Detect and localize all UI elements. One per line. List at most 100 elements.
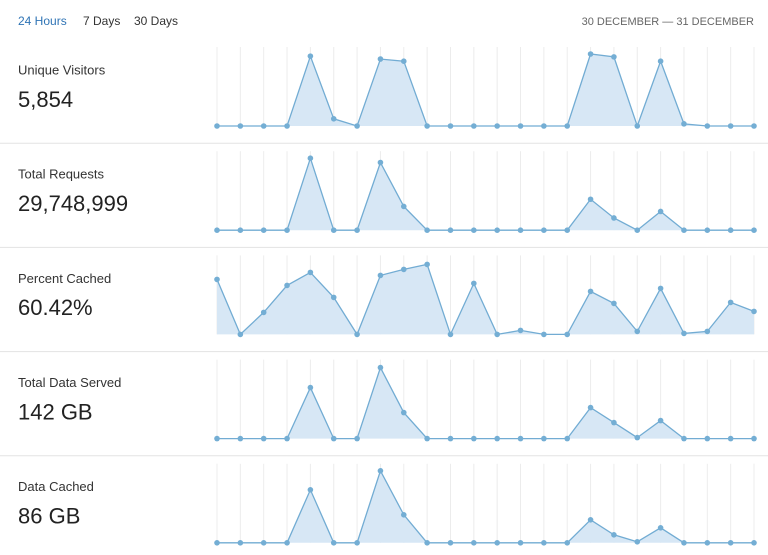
point <box>704 328 711 335</box>
point <box>564 540 571 546</box>
point <box>751 435 757 442</box>
point <box>330 116 337 122</box>
point <box>681 227 687 233</box>
point <box>611 54 617 60</box>
point <box>611 215 617 221</box>
point <box>634 539 641 545</box>
point <box>377 272 384 279</box>
point <box>494 435 500 442</box>
point <box>400 58 407 64</box>
point <box>237 540 244 546</box>
point <box>354 227 360 233</box>
point <box>260 309 267 316</box>
point <box>611 419 617 426</box>
tab[interactable]: 24 Hours <box>18 14 67 28</box>
point <box>587 196 594 203</box>
point <box>727 227 734 233</box>
point <box>564 435 571 442</box>
point <box>447 123 454 129</box>
metric-total: 29,748,999 <box>18 191 128 216</box>
point <box>330 435 337 442</box>
point <box>541 540 547 546</box>
metric-title: Percent Cached <box>18 271 111 286</box>
point <box>634 328 641 335</box>
point <box>471 227 477 233</box>
date-range: 30 DECEMBER — 31 DECEMBER <box>582 16 754 28</box>
point <box>330 294 337 301</box>
point <box>634 123 641 129</box>
tab[interactable]: 7 Days <box>83 14 120 28</box>
point <box>751 308 757 315</box>
point <box>471 280 477 287</box>
point <box>494 540 500 546</box>
point <box>657 285 664 292</box>
line <box>216 263 755 337</box>
point <box>330 540 337 546</box>
point <box>657 58 664 64</box>
area-fill <box>217 367 754 439</box>
tab[interactable]: 30 Days <box>134 14 178 28</box>
metric-title: Unique Visitors <box>18 62 106 77</box>
line <box>217 156 754 231</box>
point <box>447 540 454 546</box>
area-fill <box>217 54 754 126</box>
point <box>260 227 267 233</box>
point <box>447 331 454 338</box>
point <box>400 266 407 273</box>
point <box>447 435 454 442</box>
point <box>447 227 454 233</box>
point <box>517 227 524 233</box>
point <box>541 331 547 338</box>
point <box>634 434 641 441</box>
point <box>424 261 430 268</box>
point <box>751 540 757 546</box>
area-fill <box>217 264 754 335</box>
point <box>377 364 384 371</box>
point <box>587 288 594 295</box>
metric-title: Data Cached <box>18 479 94 494</box>
point <box>611 532 617 538</box>
point <box>377 56 384 62</box>
point <box>424 227 430 233</box>
point <box>377 159 384 166</box>
point <box>681 330 687 337</box>
point <box>471 123 477 129</box>
point <box>284 282 290 289</box>
point <box>284 540 290 546</box>
point <box>517 327 524 334</box>
point <box>657 208 664 215</box>
point <box>471 435 477 442</box>
point <box>214 540 220 546</box>
metric-title: Total Requests <box>18 167 104 182</box>
point <box>587 51 594 57</box>
point <box>237 435 244 442</box>
point <box>681 540 687 546</box>
point <box>611 300 617 307</box>
point <box>494 227 500 233</box>
point <box>657 525 664 531</box>
point <box>260 540 267 546</box>
point <box>330 227 337 233</box>
point <box>634 227 641 233</box>
point <box>424 435 430 442</box>
point <box>471 540 477 546</box>
point <box>751 123 757 129</box>
point <box>307 53 314 59</box>
point <box>237 227 244 233</box>
point <box>307 384 314 391</box>
point <box>260 123 267 129</box>
point <box>727 435 734 442</box>
point <box>494 331 500 338</box>
point <box>704 227 711 233</box>
point <box>377 468 384 474</box>
point <box>354 540 360 546</box>
point <box>237 331 244 338</box>
point <box>214 123 220 129</box>
point <box>284 227 290 233</box>
point <box>284 435 290 442</box>
metric-total: 60.42% <box>18 295 93 320</box>
point <box>354 123 360 129</box>
point <box>657 417 664 424</box>
point <box>400 409 407 416</box>
